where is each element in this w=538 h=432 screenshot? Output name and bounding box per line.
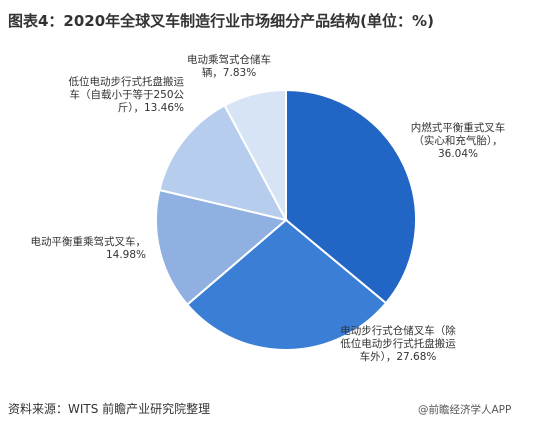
slice-label-3: 电动平衡重乘驾式叉车，14.98% xyxy=(30,236,147,261)
pie-slice-5 xyxy=(223,88,287,221)
pie-slice-3 xyxy=(155,188,289,306)
slice-label-5: 电动乘驾式仓储车辆，7.83% xyxy=(187,54,271,79)
slice-label-1: 内燃式平衡重式叉车（实心和充气胎），36.04% xyxy=(410,122,506,160)
pie-slice-4 xyxy=(158,104,288,222)
slice-label-4: 低位电动步行式托盘搬运车（自载小于等于250公斤），13.46% xyxy=(68,76,185,114)
watermark: @前瞻经济学人APP xyxy=(418,404,512,416)
source-note: 资料来源：WITS 前瞻产业研究院整理 xyxy=(8,402,211,416)
pie-slice-2 xyxy=(185,218,388,351)
chart-title: 图表4：2020年全球叉车制造行业市场细分产品结构(单位：%) xyxy=(8,12,434,30)
slice-label-2: 电动步行式仓储叉车（除低位电动步行式托盘搬运车外），27.68% xyxy=(340,325,456,363)
pie-slice-1 xyxy=(285,88,417,305)
